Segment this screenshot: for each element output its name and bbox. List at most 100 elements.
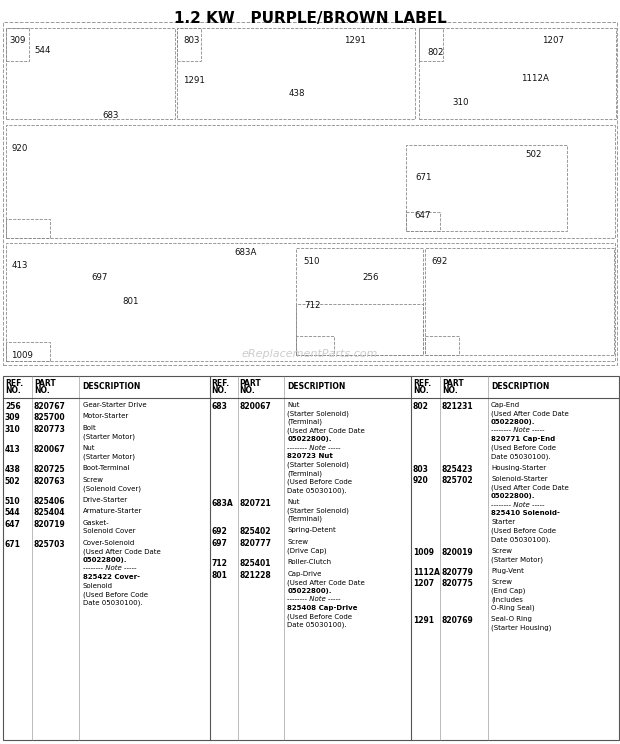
Text: 821231: 821231: [442, 402, 474, 411]
Text: (End Cap): (End Cap): [491, 588, 525, 594]
Text: REF.: REF.: [211, 379, 229, 388]
Bar: [6, 28, 175, 119]
Text: 801: 801: [123, 297, 140, 306]
Text: (Used After Code Date: (Used After Code Date: [491, 411, 569, 417]
Text: 820769: 820769: [442, 616, 474, 626]
Text: 1112A: 1112A: [521, 74, 549, 83]
Text: 683A: 683A: [211, 499, 233, 508]
Text: DESCRIPTION: DESCRIPTION: [287, 382, 345, 391]
Text: (Starter Housing): (Starter Housing): [491, 625, 551, 632]
Text: 502: 502: [5, 477, 20, 486]
Text: DESCRIPTION: DESCRIPTION: [491, 382, 549, 391]
Text: 802: 802: [413, 402, 429, 411]
Text: Roller-Clutch: Roller-Clutch: [287, 559, 331, 565]
Text: Gasket-: Gasket-: [82, 520, 109, 526]
Bar: [418, 28, 443, 61]
Text: 820019: 820019: [442, 548, 474, 557]
Bar: [3, 376, 619, 740]
Text: (Used After Code Date: (Used After Code Date: [491, 485, 569, 491]
Text: (Used Before Code: (Used Before Code: [491, 527, 556, 534]
Text: 1.2 KW   PURPLE/BROWN LABEL: 1.2 KW PURPLE/BROWN LABEL: [174, 11, 446, 26]
Text: 920: 920: [413, 476, 428, 485]
Text: (Drive Cap): (Drive Cap): [287, 548, 327, 554]
Text: 647: 647: [414, 211, 431, 220]
Text: Bolt: Bolt: [82, 425, 96, 431]
Text: 683: 683: [102, 111, 119, 120]
Text: 1291: 1291: [413, 616, 434, 626]
Text: NO.: NO.: [34, 386, 50, 395]
Text: PART: PART: [34, 379, 56, 388]
Text: 820763: 820763: [34, 477, 66, 486]
Text: 1112A: 1112A: [413, 568, 440, 577]
Text: 820775: 820775: [442, 580, 474, 589]
Text: 438: 438: [288, 89, 305, 97]
Text: (Used Before Code: (Used Before Code: [287, 479, 352, 485]
Text: O-Ring Seal): O-Ring Seal): [491, 605, 534, 612]
Text: 544: 544: [5, 508, 20, 517]
Text: -------- Note -----: -------- Note -----: [491, 427, 544, 434]
Text: 1207: 1207: [542, 36, 564, 45]
Text: Date 05030100).: Date 05030100).: [287, 487, 347, 494]
Bar: [406, 212, 440, 231]
Text: 825404: 825404: [34, 508, 65, 517]
Text: 05022800).: 05022800).: [287, 436, 332, 442]
Text: 1291: 1291: [183, 76, 205, 85]
Text: Date 05030100).: Date 05030100).: [491, 536, 551, 542]
Text: Armature-Starter: Armature-Starter: [82, 508, 142, 514]
Bar: [406, 145, 567, 231]
Text: 413: 413: [11, 261, 28, 270]
Text: NO.: NO.: [239, 386, 255, 395]
Text: (Solenoid Cover): (Solenoid Cover): [82, 485, 141, 492]
Text: 05022800).: 05022800).: [491, 493, 536, 499]
Text: 820771 Cap-End: 820771 Cap-End: [491, 436, 556, 442]
Text: 510: 510: [5, 497, 20, 506]
Bar: [6, 342, 50, 361]
Text: 647: 647: [5, 520, 21, 529]
Text: Seal-O Ring: Seal-O Ring: [491, 616, 532, 623]
Text: Screw: Screw: [82, 477, 104, 483]
Text: 1009: 1009: [413, 548, 434, 557]
Text: 692: 692: [431, 257, 447, 266]
Text: Housing-Starter: Housing-Starter: [491, 464, 546, 471]
Text: 05022800).: 05022800).: [82, 557, 127, 563]
Text: 309: 309: [9, 36, 25, 45]
Text: 310: 310: [5, 425, 20, 434]
Text: DESCRIPTION: DESCRIPTION: [82, 382, 141, 391]
Text: 697: 697: [92, 273, 108, 282]
Text: 820777: 820777: [239, 539, 272, 548]
Text: 413: 413: [5, 445, 20, 454]
Text: 712: 712: [304, 301, 321, 310]
Text: 825702: 825702: [442, 476, 474, 485]
Text: Solenoid: Solenoid: [82, 583, 113, 589]
Text: 671: 671: [5, 540, 21, 549]
Bar: [6, 243, 615, 361]
Text: eReplacementParts.com: eReplacementParts.com: [242, 349, 378, 359]
Text: 803: 803: [183, 36, 200, 45]
Text: 256: 256: [5, 402, 20, 411]
Text: NO.: NO.: [211, 386, 227, 395]
Text: (Starter Motor): (Starter Motor): [82, 454, 135, 460]
Text: 825408 Cap-Drive: 825408 Cap-Drive: [287, 605, 358, 611]
Text: 1291: 1291: [344, 36, 366, 45]
Text: 820719: 820719: [34, 520, 66, 529]
Text: -------- Note -----: -------- Note -----: [287, 597, 341, 603]
Text: (Used After Code Date: (Used After Code Date: [287, 580, 365, 586]
Text: Cover-Solenoid: Cover-Solenoid: [82, 540, 135, 546]
Text: (Terminal): (Terminal): [287, 516, 322, 522]
Text: 820723 Nut: 820723 Nut: [287, 453, 333, 459]
Text: (Starter Solenoid): (Starter Solenoid): [287, 411, 349, 417]
Text: 683A: 683A: [234, 248, 257, 257]
Text: REF.: REF.: [5, 379, 23, 388]
Text: Cap-Drive: Cap-Drive: [287, 571, 322, 577]
Text: 825401: 825401: [239, 559, 271, 568]
Text: Solenoid-Starter: Solenoid-Starter: [491, 476, 547, 482]
Text: PART: PART: [239, 379, 262, 388]
Text: PART: PART: [442, 379, 464, 388]
Text: Starter: Starter: [491, 519, 515, 525]
Bar: [418, 28, 616, 119]
Text: 821228: 821228: [239, 571, 272, 580]
Text: 438: 438: [5, 465, 21, 474]
Text: (Used After Code Date: (Used After Code Date: [82, 548, 161, 555]
Text: REF.: REF.: [413, 379, 431, 388]
Bar: [6, 125, 615, 238]
